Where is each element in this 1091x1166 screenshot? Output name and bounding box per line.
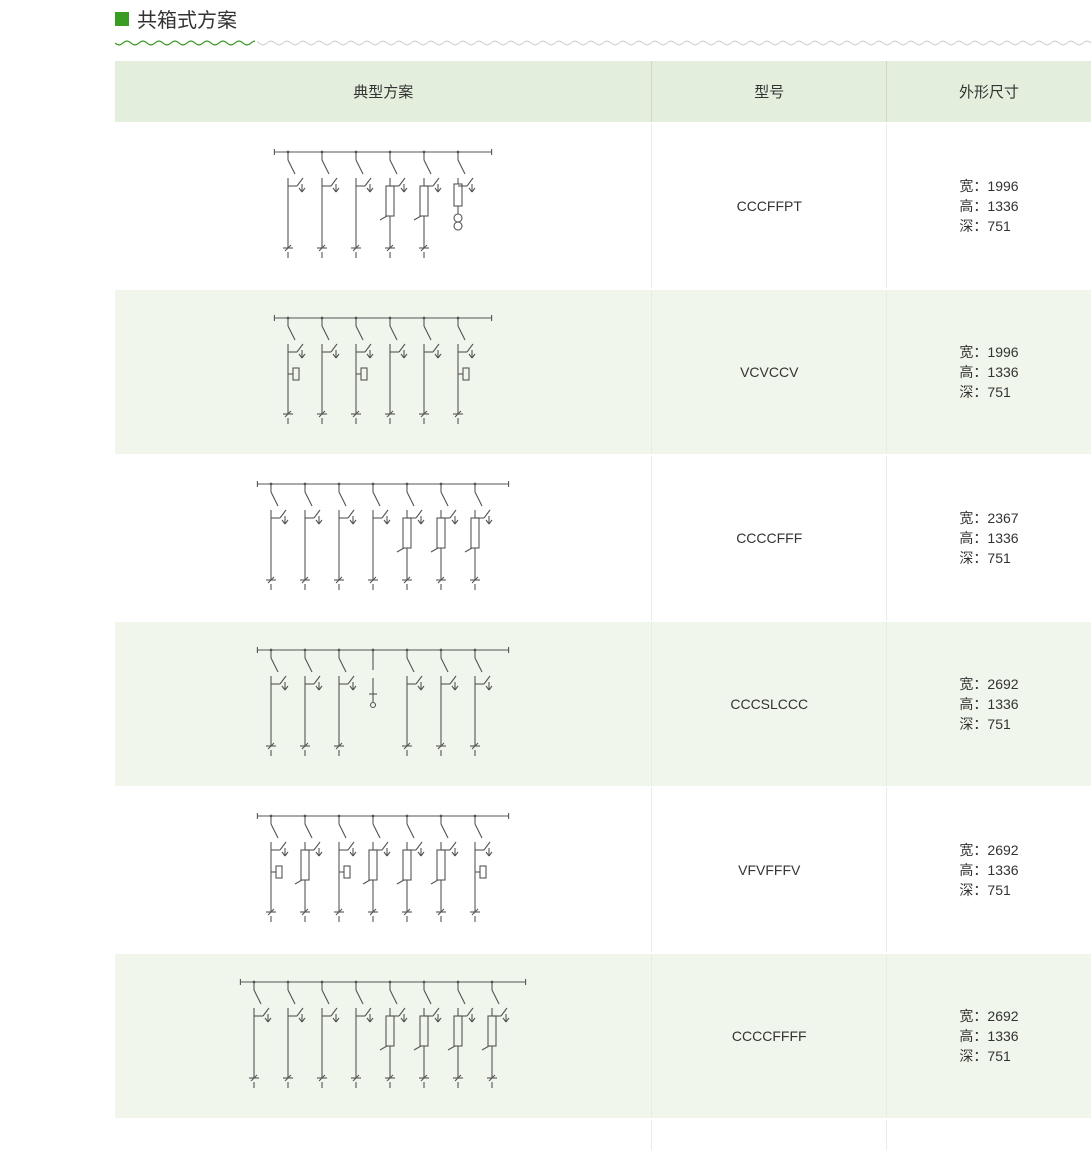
dim-label: 宽： xyxy=(959,178,987,194)
dim-label: 深： xyxy=(959,1048,987,1064)
dimensions: 宽：1996高：1336深：751 xyxy=(959,334,1018,411)
dim-value: 1996 xyxy=(987,178,1018,194)
dim-label: 高： xyxy=(959,696,987,712)
scheme-diagram xyxy=(115,456,651,620)
section-underline xyxy=(115,39,1091,47)
dimensions: 宽：2692高：1336深：751 xyxy=(959,998,1018,1075)
dim-value: 1336 xyxy=(987,198,1018,214)
dim-value: 751 xyxy=(987,218,1010,234)
scheme-diagram xyxy=(115,622,651,786)
dim-value: 1996 xyxy=(987,344,1018,360)
dim-value: 2367 xyxy=(987,510,1018,526)
table-row: CCCFFPT 宽：1996高：1336深：751 xyxy=(115,123,1091,289)
model-code: CCCSLCCC xyxy=(652,621,887,787)
dim-value: 751 xyxy=(987,716,1010,732)
dim-label: 高： xyxy=(959,198,987,214)
dimensions: 宽：2692高：1336深：751 xyxy=(959,666,1018,743)
model-code: CCCCFFFF xyxy=(652,953,887,1119)
dim-value: 1336 xyxy=(987,1028,1018,1044)
dim-value: 1336 xyxy=(987,862,1018,878)
col-header-diagram: 典型方案 xyxy=(115,61,652,123)
dim-value: 1336 xyxy=(987,530,1018,546)
dim-label: 深： xyxy=(959,716,987,732)
dim-label: 宽： xyxy=(959,1008,987,1024)
table-row: VCVCCV 宽：1996高：1336深：751 xyxy=(115,289,1091,455)
model-code: CCCCFFF xyxy=(652,455,887,621)
scheme-diagram xyxy=(115,290,651,454)
model-code: VCVCCV xyxy=(652,289,887,455)
dim-value: 1336 xyxy=(987,696,1018,712)
section-title: 共箱式方案 xyxy=(137,4,237,33)
dim-label: 高： xyxy=(959,364,987,380)
dim-value: 2692 xyxy=(987,676,1018,692)
table-row: CCCCFFF 宽：2367高：1336深：751 xyxy=(115,455,1091,621)
scheme-table: 典型方案 型号 外形尺寸 CCCFFPT宽：1996高：1336深：751VCV… xyxy=(115,61,1091,1150)
dim-label: 宽： xyxy=(959,510,987,526)
col-header-dims: 外形尺寸 xyxy=(887,61,1091,123)
dim-label: 宽： xyxy=(959,842,987,858)
dim-value: 751 xyxy=(987,882,1010,898)
scheme-diagram xyxy=(115,954,651,1118)
table-row: CCCSLCCC 宽：2692高：1336深：751 xyxy=(115,621,1091,787)
section-square-icon xyxy=(115,12,129,26)
scheme-diagram xyxy=(115,124,651,288)
dim-label: 深： xyxy=(959,218,987,234)
dim-label: 深： xyxy=(959,550,987,566)
dim-label: 宽： xyxy=(959,344,987,360)
dimensions: 宽：1996高：1336深：751 xyxy=(959,168,1018,245)
dimensions: 宽：2692高：1336深：751 xyxy=(959,832,1018,909)
col-header-model: 型号 xyxy=(652,61,887,123)
dim-value: 1336 xyxy=(987,364,1018,380)
table-header-row: 典型方案 型号 外形尺寸 xyxy=(115,61,1091,123)
model-code: VFVFFFV xyxy=(652,787,887,953)
table-row xyxy=(115,1119,1091,1150)
dim-value: 751 xyxy=(987,550,1010,566)
table-row: VFVFFFV 宽：2692高：1336深：751 xyxy=(115,787,1091,953)
dim-label: 深： xyxy=(959,882,987,898)
dim-label: 高： xyxy=(959,862,987,878)
dim-value: 751 xyxy=(987,384,1010,400)
model-code: CCCFFPT xyxy=(652,123,887,289)
dim-label: 高： xyxy=(959,530,987,546)
dimensions: 宽：2367高：1336深：751 xyxy=(959,500,1018,577)
dim-label: 深： xyxy=(959,384,987,400)
dim-value: 2692 xyxy=(987,1008,1018,1024)
dim-label: 高： xyxy=(959,1028,987,1044)
table-row: CCCCFFFF 宽：2692高：1336深：751 xyxy=(115,953,1091,1119)
dim-value: 2692 xyxy=(987,842,1018,858)
dim-label: 宽： xyxy=(959,676,987,692)
scheme-diagram xyxy=(115,788,651,952)
dim-value: 751 xyxy=(987,1048,1010,1064)
